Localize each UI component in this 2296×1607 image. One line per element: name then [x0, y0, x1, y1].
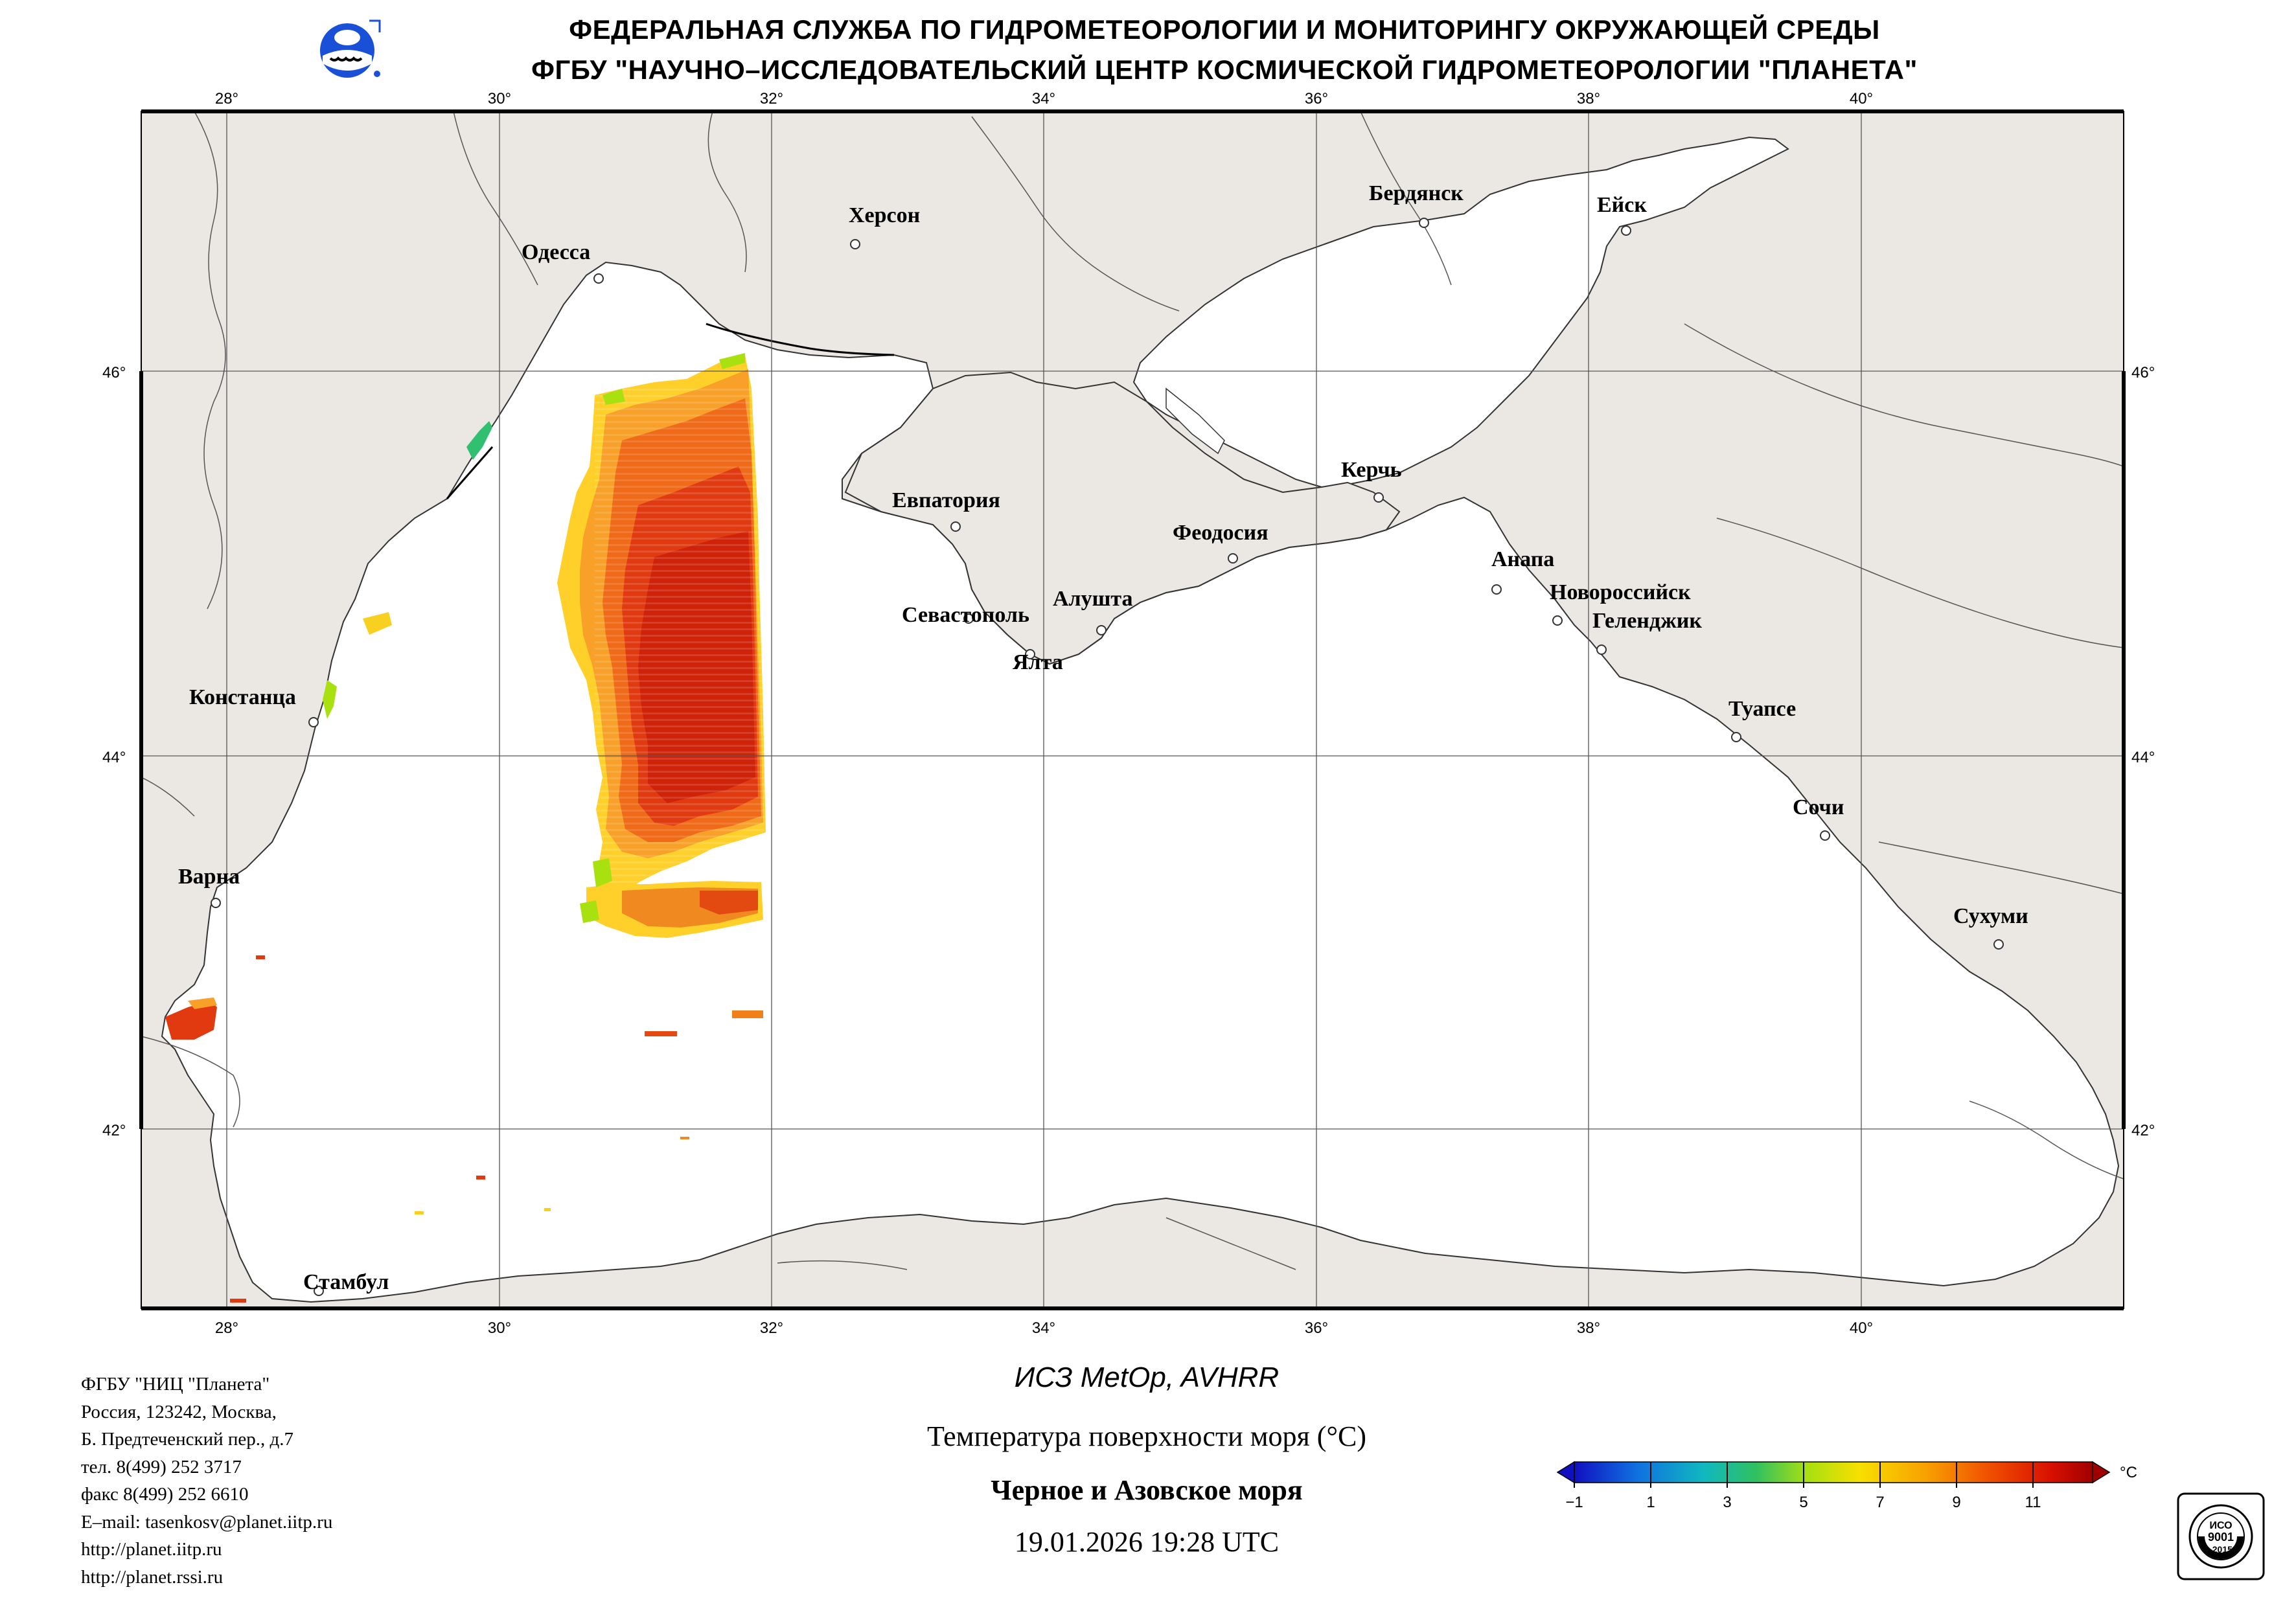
- city-feodosia: Феодосия: [1173, 521, 1269, 545]
- city-sukhumi: Сухуми: [1953, 904, 2028, 928]
- city-sevastopol: Севастополь: [902, 603, 1029, 627]
- lon-label-bottom-36: 36°: [1305, 1319, 1328, 1337]
- phone-line: тел. 8(499) 252 3717: [81, 1456, 242, 1477]
- website-link[interactable]: http://planet.rssi.ru: [81, 1566, 224, 1588]
- colorbar-tick: 3: [1723, 1494, 1731, 1511]
- lon-label-bottom-40: 40°: [1850, 1319, 1873, 1337]
- datetime-caption: 19.01.2026 19:28 UTC: [1014, 1526, 1280, 1558]
- colorbar-tick: 1: [1646, 1494, 1655, 1511]
- crimea-peninsula: [844, 371, 1401, 665]
- city-constanta: Констанца: [189, 685, 296, 709]
- address-line: ФГБУ "НИЦ "Планета": [81, 1374, 270, 1395]
- lon-label-top-30: 30°: [488, 90, 511, 108]
- lon-label-bottom-28: 28°: [215, 1319, 238, 1337]
- lon-label-top-36: 36°: [1305, 90, 1328, 108]
- lat-label-left-44: 44°: [102, 749, 126, 766]
- lat-label-left-42: 42°: [102, 1122, 126, 1139]
- colorbar-tick: 11: [2025, 1494, 2041, 1511]
- colorbar: −1 1 3 5 7 9 11 °C: [1556, 1461, 2137, 1511]
- lon-label-bottom-30: 30°: [488, 1319, 511, 1337]
- city-odessa: Одесса: [522, 240, 590, 264]
- city-markers: [211, 218, 2004, 1296]
- city-gelendzhik: Геленджик: [1592, 609, 1702, 633]
- fax-line: факс 8(499) 252 6610: [81, 1484, 249, 1505]
- lat-label-right-44: 44°: [2131, 749, 2155, 766]
- city-kherson: Херсон: [849, 203, 920, 227]
- lon-label-bottom-38: 38°: [1577, 1319, 1600, 1337]
- city-sochi: Сочи: [1793, 795, 1844, 819]
- city-berdyansk: Бердянск: [1369, 181, 1464, 205]
- graticule: [141, 111, 2124, 1308]
- city-kerch: Керчь: [1341, 458, 1402, 482]
- city-varna: Варна: [178, 865, 240, 889]
- city-istanbul: Стамбул: [303, 1270, 389, 1294]
- city-yalta: Ялта: [1013, 650, 1063, 674]
- lat-label-right-46: 46°: [2131, 364, 2155, 382]
- email-line[interactable]: E–mail: tasenkosv@planet.iitp.ru: [81, 1511, 333, 1533]
- city-yeysk: Ейск: [1597, 193, 1647, 217]
- organization-address: ФГБУ "НИЦ "Планета" Россия, 123242, Моск…: [81, 1371, 332, 1591]
- header-line-2: ФГБУ "НАУЧНО–ИССЛЕДОВАТЕЛЬСКИЙ ЦЕНТР КОС…: [531, 54, 1918, 85]
- address-line: Россия, 123242, Москва,: [81, 1401, 277, 1422]
- lon-label-top-38: 38°: [1577, 90, 1600, 108]
- lon-label-top-40: 40°: [1850, 90, 1873, 108]
- header-line-1: ФЕДЕРАЛЬНАЯ СЛУЖБА ПО ГИДРОМЕТЕОРОЛОГИИ …: [569, 14, 1880, 45]
- colorbar-unit: °C: [2120, 1464, 2137, 1481]
- colorbar-tick: 7: [1876, 1494, 1884, 1511]
- lat-label-left-46: 46°: [102, 364, 126, 382]
- lon-label-bottom-32: 32°: [760, 1319, 783, 1337]
- iso-year: -2015: [2209, 1544, 2233, 1555]
- sst-map: 28° 30° 32° 34° 36° 38° 40° 28° 30° 32° …: [102, 90, 2155, 1337]
- iso-certificate-stamp: ИСО 9001 -2015: [2177, 1492, 2265, 1580]
- city-novorossiysk: Новороссийск: [1550, 580, 1691, 604]
- colorbar-tick: 9: [1952, 1494, 1960, 1511]
- lon-label-top-34: 34°: [1032, 90, 1055, 108]
- colorbar-tick: −1: [1565, 1494, 1583, 1511]
- lon-label-top-28: 28°: [215, 90, 238, 108]
- city-anapa: Анапа: [1491, 547, 1554, 571]
- lon-label-top-32: 32°: [760, 90, 783, 108]
- lon-label-bottom-34: 34°: [1032, 1319, 1055, 1337]
- planeta-logo: [320, 19, 381, 78]
- frame-ticks: [139, 109, 2126, 1310]
- address-line: Б. Предтеченский пер., д.7: [81, 1429, 294, 1450]
- city-evpatoria: Евпатория: [892, 488, 1000, 512]
- city-alushta: Алушта: [1053, 587, 1132, 611]
- iso-standard: 9001: [2208, 1531, 2234, 1544]
- sea-of-azov: [1132, 136, 1789, 488]
- satellite-caption: ИСЗ MetOp, AVHRR: [1014, 1362, 1280, 1393]
- colorbar-tick: 5: [1799, 1494, 1808, 1511]
- sst-data-swath: [165, 353, 766, 1303]
- iso-label: ИСО: [2209, 1520, 2232, 1531]
- website-link[interactable]: http://planet.iitp.ru: [81, 1539, 222, 1560]
- city-tuapse: Туапсе: [1728, 697, 1796, 721]
- region-caption: Черное и Азовское моря: [991, 1474, 1303, 1506]
- lat-label-right-42: 42°: [2131, 1122, 2155, 1139]
- parameter-caption: Температура поверхности моря (°C): [926, 1420, 1367, 1452]
